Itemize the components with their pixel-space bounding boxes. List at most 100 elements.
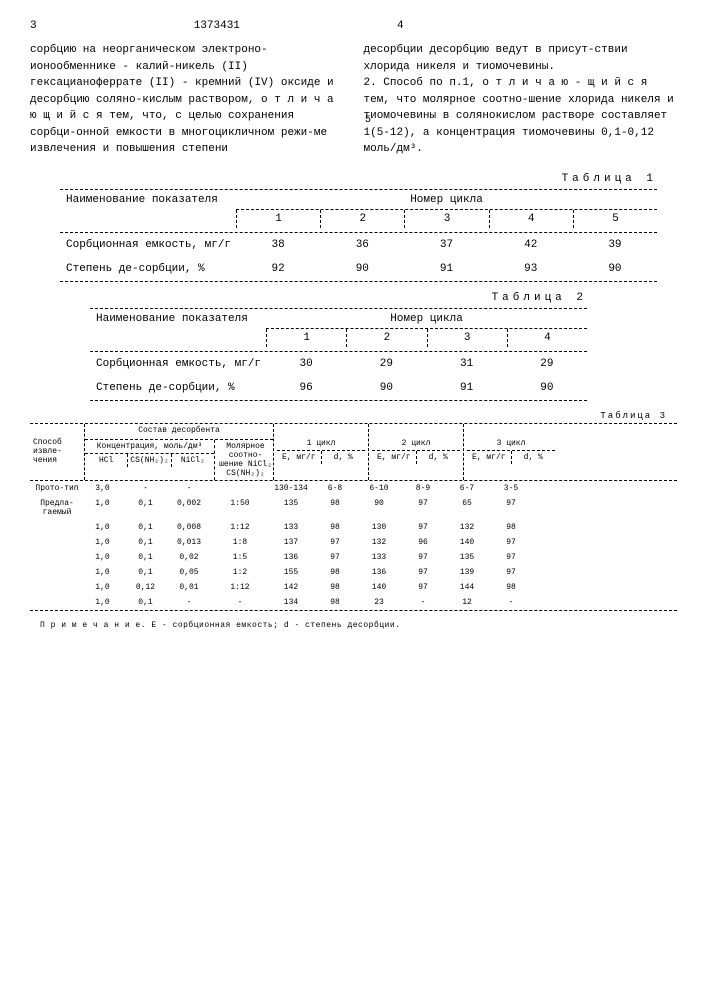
- t3-c2-title: 2 цикл: [402, 439, 431, 448]
- row-value: 6-7: [445, 484, 489, 493]
- t1-cycle-header: Номер цикла 12345: [236, 194, 657, 228]
- row-value: 29: [346, 358, 426, 370]
- row-value: 97: [489, 538, 533, 547]
- row-value: 130-134: [269, 484, 313, 493]
- line-marker-5: 5: [365, 115, 371, 126]
- row-value: 97: [401, 553, 445, 562]
- page-num-left: 3: [30, 20, 37, 32]
- row-name: Сорбционная емкость, мг/г: [60, 239, 236, 251]
- row-value: -: [489, 598, 533, 607]
- row-value: 6-10: [357, 484, 401, 493]
- row-value: 0,1: [124, 598, 167, 607]
- t2-name-header: Наименование показателя: [90, 313, 266, 347]
- table-row: Прото-тип3,0--130-1346-86-108-96-73-5: [30, 481, 677, 496]
- t2-cycle-num: 4: [507, 329, 587, 347]
- row-value: 98: [313, 499, 357, 517]
- row-value: 140: [445, 538, 489, 547]
- t1-cycle-num: 5: [573, 210, 657, 228]
- row-value: 98: [489, 583, 533, 592]
- text-columns: сорбцию на неорганическом электроно-ионо…: [30, 42, 677, 158]
- row-value: 133: [357, 553, 401, 562]
- row-value: 140: [357, 583, 401, 592]
- row-value: 97: [401, 499, 445, 517]
- row-value: 135: [269, 499, 313, 517]
- row-value: 3-5: [489, 484, 533, 493]
- row-value: Предла-гаемый: [30, 499, 81, 517]
- row-value: [30, 583, 81, 592]
- t1-cycle-num: 4: [489, 210, 573, 228]
- row-value: 97: [489, 553, 533, 562]
- row-value: 96: [401, 538, 445, 547]
- row-value: 1,0: [81, 568, 124, 577]
- row-value: 1:12: [211, 523, 269, 532]
- row-value: 0,12: [124, 583, 167, 592]
- t2-cycle-num: 3: [427, 329, 507, 347]
- row-value: 37: [404, 239, 488, 251]
- t3-method-header: Способ извле-чения: [30, 424, 85, 480]
- row-value: 137: [269, 538, 313, 547]
- row-value: 0,1: [124, 523, 167, 532]
- row-value: 98: [313, 523, 357, 532]
- row-value: 6-8: [313, 484, 357, 493]
- table-row: 1,00,120,011:12142981409714498: [30, 580, 677, 595]
- t2-cycle-title: Номер цикла: [266, 313, 587, 325]
- row-value: 0,1: [124, 538, 167, 547]
- row-value: 0,05: [167, 568, 211, 577]
- row-value: 1,0: [81, 583, 124, 592]
- row-value: -: [167, 598, 211, 607]
- t3-e2: E, мг/г: [372, 451, 417, 464]
- row-value: 0,002: [167, 499, 211, 517]
- table-row: Сорбционная емкость, мг/г30293129: [90, 352, 587, 376]
- row-value: 134: [269, 598, 313, 607]
- t3-d2: d, %: [417, 451, 461, 464]
- column-right: десорбции десорбцию ведут в присут-ствии…: [364, 42, 678, 158]
- row-value: 31: [427, 358, 507, 370]
- row-value: [211, 484, 269, 493]
- row-value: 97: [401, 568, 445, 577]
- row-value: 1,0: [81, 553, 124, 562]
- row-value: 155: [269, 568, 313, 577]
- row-value: 23: [357, 598, 401, 607]
- row-value: 30: [266, 358, 346, 370]
- row-value: 0,01: [167, 583, 211, 592]
- row-value: 98: [313, 598, 357, 607]
- table-row: 1,00,10,0081:12133981309713298: [30, 520, 677, 535]
- row-value: -: [124, 484, 167, 493]
- row-value: 1:8: [211, 538, 269, 547]
- t3-e1: E, мг/г: [277, 451, 322, 464]
- t1-cycle-num: 2: [320, 210, 404, 228]
- row-value: [30, 598, 81, 607]
- row-value: 142: [269, 583, 313, 592]
- t2-cycle-num: 2: [346, 329, 426, 347]
- row-value: 1:50: [211, 499, 269, 517]
- row-value: 136: [269, 553, 313, 562]
- row-value: 91: [427, 382, 507, 394]
- row-value: 0,013: [167, 538, 211, 547]
- table3: Способ извле-чения Состав десорбента Кон…: [30, 423, 677, 611]
- t3-cs-header: CS(NH₂)₂: [128, 454, 171, 467]
- table3-note: П р и м е ч а н и е. E - сорбционная емк…: [40, 621, 677, 630]
- row-value: 3,0: [81, 484, 124, 493]
- table2: Наименование показателя Номер цикла 1234…: [90, 308, 587, 401]
- row-value: 0,008: [167, 523, 211, 532]
- row-name: Степень де-сорбции, %: [90, 382, 266, 394]
- row-value: -: [211, 598, 269, 607]
- row-name: Сорбционная емкость, мг/г: [90, 358, 266, 370]
- t2-cycle-header: Номер цикла 1234: [266, 313, 587, 347]
- row-value: 132: [357, 538, 401, 547]
- t3-c1-title: 1 цикл: [307, 439, 336, 448]
- row-name: Степень де-сорбции, %: [60, 263, 236, 275]
- row-value: 132: [445, 523, 489, 532]
- row-value: 1,0: [81, 499, 124, 517]
- row-value: 130: [357, 523, 401, 532]
- row-value: 12: [445, 598, 489, 607]
- row-value: 90: [346, 382, 426, 394]
- row-value: 93: [489, 263, 573, 275]
- table1: Наименование показателя Номер цикла 1234…: [60, 189, 657, 282]
- row-value: 1,0: [81, 598, 124, 607]
- t3-hcl-header: HCl: [85, 454, 128, 467]
- t3-cycle3-header: 3 цикл E, мг/г d, %: [464, 424, 558, 480]
- t3-desorb-header: Состав десорбента Концентрация, моль/дм³…: [85, 424, 274, 480]
- row-value: 42: [489, 239, 573, 251]
- row-value: [30, 553, 81, 562]
